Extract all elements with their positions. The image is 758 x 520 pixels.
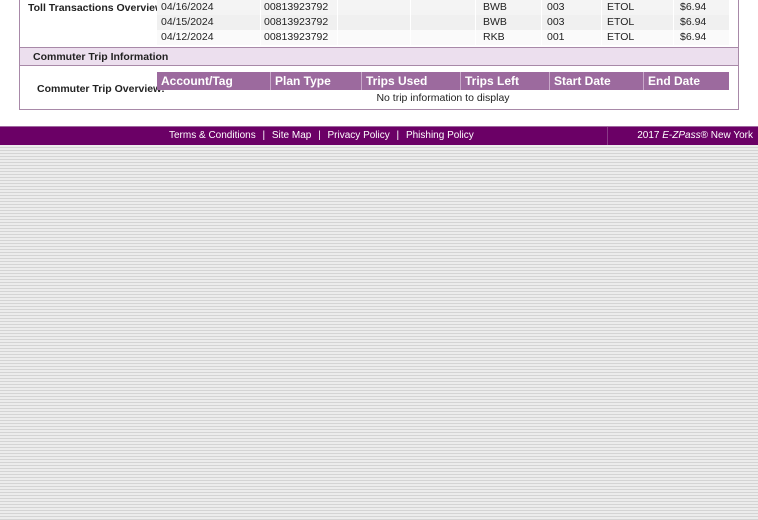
date-cell: 04/16/2024 xyxy=(161,1,214,13)
type-cell: ETOL xyxy=(607,16,635,28)
commuter-overview-label: Commuter Trip Overview: xyxy=(37,83,165,95)
section-title: Commuter Trip Information xyxy=(33,51,169,63)
footer: Terms & Conditions | Site Map | Privacy … xyxy=(0,126,758,145)
account-cell: 00813923792 xyxy=(264,16,329,28)
commuter-section-header: Commuter Trip Information xyxy=(20,47,738,66)
date-cell: 04/15/2024 xyxy=(161,16,214,28)
account-cell: 00813923792 xyxy=(264,31,329,43)
separator: | xyxy=(396,130,400,141)
table-row: 04/16/2024 00813923792 BWB 003 ETOL $6.9… xyxy=(157,0,729,15)
col-plan-type: Plan Type xyxy=(271,72,362,90)
empty-message: No trip information to display xyxy=(376,92,510,104)
type-cell: ETOL xyxy=(607,1,635,13)
terms-link[interactable]: Terms & Conditions xyxy=(169,130,256,141)
separator: | xyxy=(262,130,266,141)
table-row: 04/12/2024 00813923792 RKB 001 ETOL $6.9… xyxy=(157,30,729,45)
footer-links: Terms & Conditions | Site Map | Privacy … xyxy=(167,130,476,141)
table-row: 04/15/2024 00813923792 BWB 003 ETOL $6.9… xyxy=(157,15,729,30)
site-map-link[interactable]: Site Map xyxy=(271,130,312,141)
privacy-policy-link[interactable]: Privacy Policy xyxy=(327,130,390,141)
amount-cell: $6.94 xyxy=(680,16,707,28)
page-content: Toll Transactions Overview: 04/16/2024 0… xyxy=(0,0,758,126)
commuter-table-header: Account/Tag Plan Type Trips Used Trips L… xyxy=(157,72,729,90)
copyright: 2017 E-ZPass® New York xyxy=(607,127,758,145)
lane-cell: 003 xyxy=(547,1,565,13)
lane-cell: 001 xyxy=(547,31,565,43)
date-cell: 04/12/2024 xyxy=(161,31,214,43)
plaza-cell: BWB xyxy=(483,16,507,28)
amount-cell: $6.94 xyxy=(680,1,707,13)
separator: | xyxy=(318,130,321,141)
col-account-tag: Account/Tag xyxy=(157,72,271,90)
brand: E-ZPass xyxy=(662,130,701,141)
lane-cell: 003 xyxy=(547,16,565,28)
plaza-cell: BWB xyxy=(483,1,507,13)
amount-cell: $6.94 xyxy=(680,31,707,43)
plaza-cell: RKB xyxy=(483,31,505,43)
col-trips-used: Trips Used xyxy=(362,72,461,90)
toll-overview-label: Toll Transactions Overview: xyxy=(28,2,167,14)
type-cell: ETOL xyxy=(607,31,635,43)
copyright-suffix: ® New York xyxy=(700,130,753,141)
col-trips-left: Trips Left xyxy=(461,72,550,90)
col-start-date: Start Date xyxy=(550,72,644,90)
account-cell: 00813923792 xyxy=(264,1,329,13)
copyright-year: 2017 xyxy=(637,130,660,141)
phishing-policy-link[interactable]: Phishing Policy xyxy=(405,130,474,141)
col-end-date: End Date xyxy=(644,72,729,90)
